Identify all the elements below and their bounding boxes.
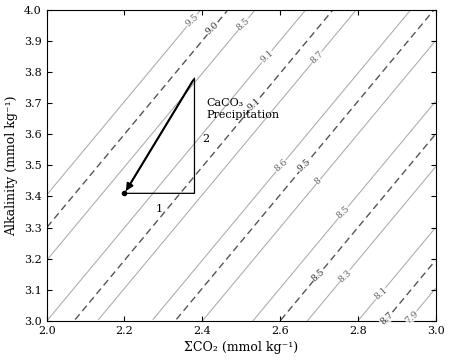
Text: 8.5: 8.5	[235, 16, 252, 32]
Text: 8.5: 8.5	[310, 267, 327, 283]
Text: 8.7: 8.7	[308, 49, 325, 66]
Text: 8.5: 8.5	[335, 204, 351, 221]
Text: 9.5: 9.5	[184, 12, 200, 28]
Text: 1: 1	[156, 204, 163, 214]
Text: 8.7: 8.7	[378, 311, 395, 327]
Text: 9.1: 9.1	[258, 48, 275, 65]
Text: 8.1: 8.1	[372, 285, 389, 302]
Text: 9.5: 9.5	[296, 158, 313, 174]
X-axis label: ΣCO₂ (mmol kg⁻¹): ΣCO₂ (mmol kg⁻¹)	[184, 341, 298, 355]
Text: CaCO₃
Precipitation: CaCO₃ Precipitation	[206, 98, 279, 120]
Text: 9.1: 9.1	[246, 96, 263, 112]
Text: 8.3: 8.3	[337, 268, 353, 284]
Text: 7.9: 7.9	[404, 309, 420, 325]
Text: 2: 2	[202, 134, 209, 144]
Text: 9.0: 9.0	[204, 21, 220, 37]
Y-axis label: Alkalinity (mmol kg⁻¹): Alkalinity (mmol kg⁻¹)	[5, 95, 18, 235]
Text: 8.6: 8.6	[273, 158, 289, 174]
Text: 8: 8	[313, 176, 324, 187]
